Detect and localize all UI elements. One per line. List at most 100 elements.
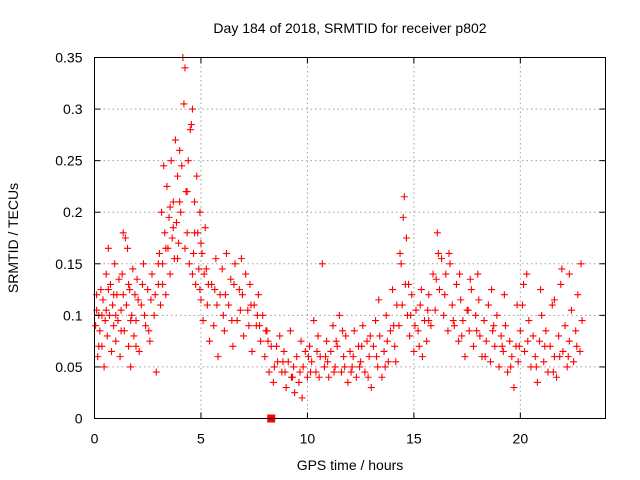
data-point (157, 301, 165, 309)
data-point (213, 301, 221, 309)
data-point (151, 291, 159, 299)
data-point (178, 162, 186, 170)
data-point (325, 373, 333, 381)
data-point (500, 291, 508, 299)
data-point (97, 286, 105, 294)
data-point (199, 317, 207, 325)
data-point (225, 301, 233, 309)
data-point (236, 306, 244, 314)
data-point (448, 301, 456, 309)
data-point (106, 280, 114, 288)
data-point (237, 255, 245, 263)
data-point (446, 260, 454, 268)
data-point (129, 265, 137, 273)
data-point (290, 363, 298, 371)
data-point (102, 270, 110, 278)
data-point (148, 270, 156, 278)
data-point (333, 342, 341, 350)
data-point (557, 280, 565, 288)
data-point (484, 301, 492, 309)
data-point (344, 378, 352, 386)
data-point (273, 342, 281, 350)
data-point (456, 270, 464, 278)
data-point (514, 358, 522, 366)
data-point (423, 337, 431, 345)
data-point (150, 311, 158, 319)
data-point (573, 342, 581, 350)
data-point (167, 157, 175, 165)
data-point (327, 347, 335, 355)
data-point (380, 347, 388, 355)
data-point (296, 368, 304, 376)
data-point (124, 244, 132, 252)
axis-ticks (94, 57, 606, 419)
data-point (229, 342, 237, 350)
data-point (480, 317, 488, 325)
data-point (529, 332, 537, 340)
data-point (330, 368, 338, 376)
data-point (373, 353, 381, 361)
data-point (293, 353, 301, 361)
data-point (341, 363, 349, 371)
data-point (549, 368, 557, 376)
data-point (96, 327, 104, 335)
data-point (181, 244, 189, 252)
data-point (303, 373, 311, 381)
data-point (402, 234, 410, 242)
data-point (174, 172, 182, 180)
data-point (146, 337, 154, 345)
data-point (119, 229, 127, 237)
data-point (476, 332, 484, 340)
data-point (219, 311, 227, 319)
data-point (357, 358, 365, 366)
data-point (358, 342, 366, 350)
data-point (356, 363, 364, 371)
data-point (410, 347, 418, 355)
data-point (565, 337, 573, 345)
data-point (578, 317, 586, 325)
data-point (165, 213, 173, 221)
data-point (282, 384, 290, 392)
data-point (435, 286, 443, 294)
data-point (299, 363, 307, 371)
data-point (94, 353, 102, 361)
data-point (99, 296, 107, 304)
data-point (324, 358, 332, 366)
data-point (147, 296, 155, 304)
data-point (125, 342, 133, 350)
data-point (469, 342, 477, 350)
data-point (531, 353, 539, 361)
data-point (112, 337, 120, 345)
data-point (520, 280, 528, 288)
data-point (160, 162, 168, 170)
data-point (425, 291, 433, 299)
y-tick-label: 0.05 (55, 359, 82, 375)
data-point (175, 239, 183, 247)
data-point (340, 353, 348, 361)
data-point (256, 322, 264, 330)
data-point (425, 317, 433, 325)
data-point (365, 353, 373, 361)
data-point (205, 337, 213, 345)
data-point (464, 306, 472, 314)
data-point (396, 249, 404, 257)
data-point (376, 332, 384, 340)
data-point (572, 327, 580, 335)
data-point (126, 286, 134, 294)
data-point (137, 301, 145, 309)
data-point (497, 332, 505, 340)
data-point (374, 363, 382, 371)
data-point (481, 353, 489, 361)
data-point (154, 260, 162, 268)
data-point (210, 322, 218, 330)
data-point (247, 301, 255, 309)
data-point (501, 322, 509, 330)
data-point (110, 291, 118, 299)
y-tick-label: 0.3 (63, 101, 83, 117)
data-point (133, 275, 141, 283)
data-point (105, 311, 113, 319)
data-point (142, 322, 150, 330)
data-point (563, 363, 571, 371)
data-point (115, 275, 123, 283)
data-point (493, 311, 501, 319)
